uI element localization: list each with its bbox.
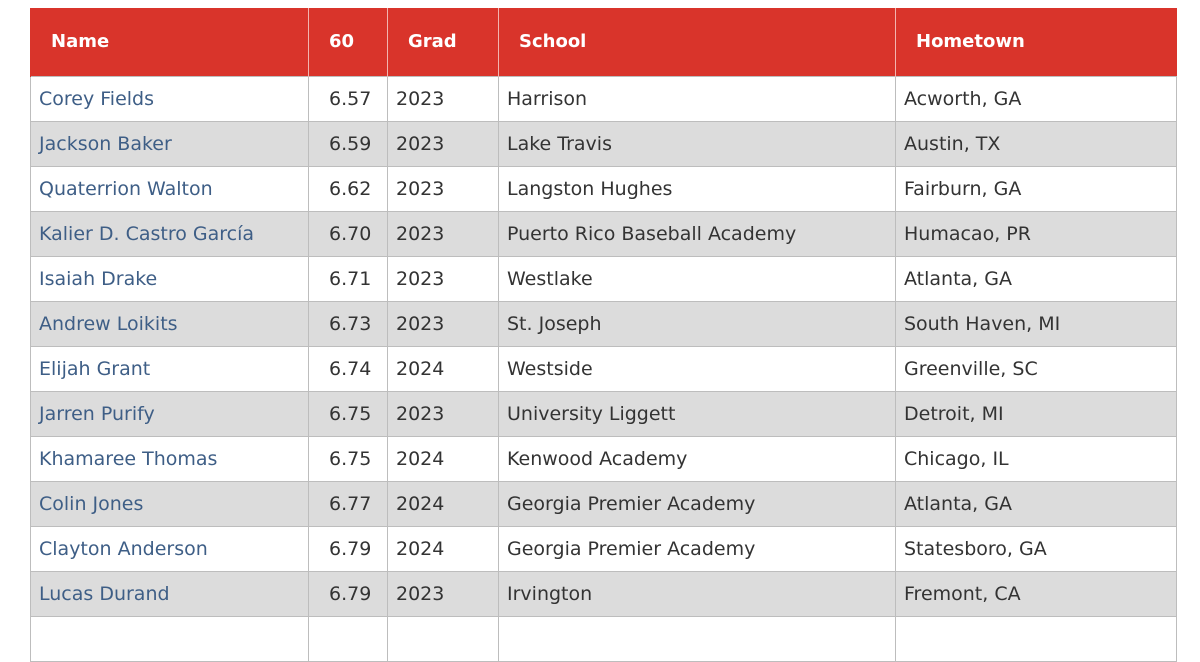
table-cell: 6.77 [308,480,388,527]
header-row: Name 60 Grad School Hometown [30,8,1177,76]
table-cell: 2023 [387,75,499,122]
table-cell: Atlanta, GA [895,480,1177,527]
header-cell: Hometown [895,8,1177,76]
player-name[interactable]: Jarren Purify [30,390,309,437]
player-name[interactable]: Andrew Loikits [30,300,309,347]
player-name[interactable]: Clayton Anderson [30,525,309,572]
table-cell: Westlake [498,255,896,302]
table-row: Andrew Loikits 6.73 2023 St. Joseph South Ha… [30,300,1177,347]
table-cell [498,615,896,662]
table-cell: Westside [498,345,896,392]
table-row: Jarren Purify 6.75 2023 University Liggett D… [30,390,1177,437]
table-cell: 6.75 [308,435,388,482]
table-row: Jackson Baker 6.59 2023 Lake Travis Austin, … [30,120,1177,167]
table-cell: 2024 [387,480,499,527]
table-cell [895,615,1177,662]
table-cell: 6.74 [308,345,388,392]
table-cell: 6.73 [308,300,388,347]
player-name[interactable]: Lucas Durand [30,570,309,617]
table-cell: 6.75 [308,390,388,437]
player-name[interactable]: Khamaree Thomas [30,435,309,482]
table-body: Corey Fields 6.57 2023 Harrison Acworth, GA J… [30,75,1177,662]
data-table: Name 60 Grad School Hometown Corey Fields 6.5… [30,8,1177,662]
player-name[interactable]: Elijah Grant [30,345,309,392]
player-name[interactable]: Colin Jones [30,480,309,527]
player-name[interactable]: Jackson Baker [30,120,309,167]
table-row [30,615,1177,662]
table-cell: 2024 [387,345,499,392]
table-row: Lucas Durand 6.79 2023 Irvington Fremont, CA [30,570,1177,617]
table-row: Kalier D. Castro García 6.70 2023 Puerto Ri… [30,210,1177,257]
table-cell: Fairburn, GA [895,165,1177,212]
table-cell: 2024 [387,525,499,572]
table-cell: Kenwood Academy [498,435,896,482]
header-cell: 60 [308,8,388,76]
table-cell: Acworth, GA [895,75,1177,122]
table-cell: 2023 [387,300,499,347]
table-cell: Atlanta, GA [895,255,1177,302]
table-cell: South Haven, MI [895,300,1177,347]
player-name[interactable]: Quaterrion Walton [30,165,309,212]
table-row: Quaterrion Walton 6.62 2023 Langston Hughes… [30,165,1177,212]
table-cell [30,615,309,662]
table-cell: Georgia Premier Academy [498,480,896,527]
header-cell: School [498,8,896,76]
table-cell: Austin, TX [895,120,1177,167]
table-cell: 2023 [387,120,499,167]
table-cell: 2023 [387,255,499,302]
table-cell: 6.79 [308,525,388,572]
table-cell: 6.62 [308,165,388,212]
table-cell: 2024 [387,435,499,482]
table-cell: Fremont, CA [895,570,1177,617]
header-cell: Name [30,8,309,76]
table-cell: 2023 [387,390,499,437]
table-cell: 6.57 [308,75,388,122]
table-cell: Statesboro, GA [895,525,1177,572]
table-cell: Chicago, IL [895,435,1177,482]
table-row: Clayton Anderson 6.79 2024 Georgia Premier … [30,525,1177,572]
table-container: Name 60 Grad School Hometown Corey Fields 6.5… [30,8,1177,662]
table-cell: 6.59 [308,120,388,167]
table-cell: Lake Travis [498,120,896,167]
table-cell: Harrison [498,75,896,122]
table-cell: Georgia Premier Academy [498,525,896,572]
table-cell: 6.71 [308,255,388,302]
table-cell: Humacao, PR [895,210,1177,257]
table-cell: 6.79 [308,570,388,617]
table-cell: 6.70 [308,210,388,257]
table-cell: 2023 [387,165,499,212]
table-cell: Langston Hughes [498,165,896,212]
table-row: Isaiah Drake 6.71 2023 Westlake Atlanta, GA [30,255,1177,302]
table-row: Colin Jones 6.77 2024 Georgia Premier Acade… [30,480,1177,527]
page: Name 60 Grad School Hometown Corey Fields 6.5… [30,8,1177,662]
player-name[interactable]: Kalier D. Castro García [30,210,309,257]
table-cell: 2023 [387,210,499,257]
header-cell: Grad [387,8,499,76]
table-row: Khamaree Thomas 6.75 2024 Kenwood Academy Ch… [30,435,1177,482]
table-cell: Puerto Rico Baseball Academy [498,210,896,257]
table-cell [387,615,499,662]
table-cell: 2023 [387,570,499,617]
table-cell [308,615,388,662]
table-row: Corey Fields 6.57 2023 Harrison Acworth, GA [30,75,1177,122]
table-cell: St. Joseph [498,300,896,347]
table-cell: University Liggett [498,390,896,437]
table-cell: Irvington [498,570,896,617]
table-cell: Detroit, MI [895,390,1177,437]
player-name[interactable]: Corey Fields [30,75,309,122]
table-cell: Greenville, SC [895,345,1177,392]
player-name[interactable]: Isaiah Drake [30,255,309,302]
table-row: Elijah Grant 6.74 2024 Westside Greenville, … [30,345,1177,392]
